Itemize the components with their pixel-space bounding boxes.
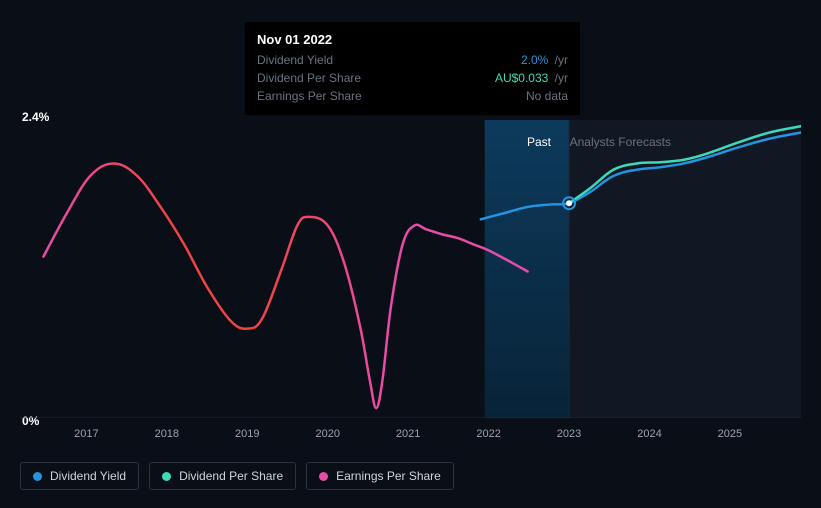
x-axis-tick: 2023 bbox=[557, 428, 581, 440]
chart-container: 2.4% 0% Past Analysts Forecasts 20172018… bbox=[20, 110, 801, 448]
x-axis: 2017 2018 2019 2020 2021 2022 2023 2024 2025 bbox=[20, 428, 801, 448]
x-axis-tick: 2021 bbox=[396, 428, 420, 440]
tooltip-row-value: 2.0% /yr bbox=[521, 53, 568, 67]
tooltip-row-value: AU$0.033 /yr bbox=[495, 71, 568, 85]
tooltip-row-value: No data bbox=[526, 89, 568, 103]
x-axis-tick: 2018 bbox=[155, 428, 179, 440]
past-region-label: Past bbox=[527, 135, 551, 149]
x-axis-tick: 2022 bbox=[476, 428, 500, 440]
forecast-region-label: Analysts Forecasts bbox=[570, 135, 671, 149]
legend-dot-icon bbox=[33, 472, 42, 481]
chart-legend: Dividend Yield Dividend Per Share Earnings… bbox=[20, 462, 454, 490]
x-axis-tick: 2017 bbox=[74, 428, 98, 440]
tooltip-row-label: Dividend Per Share bbox=[257, 71, 361, 85]
x-axis-tick: 2024 bbox=[637, 428, 661, 440]
tooltip-row-label: Dividend Yield bbox=[257, 53, 333, 67]
tooltip-row: Earnings Per Share No data bbox=[257, 87, 568, 105]
chart-tooltip: Nov 01 2022 Dividend Yield2.0% /yrDivide… bbox=[245, 22, 580, 115]
chart-svg bbox=[20, 120, 801, 418]
chart-plot[interactable] bbox=[20, 120, 801, 418]
legend-item[interactable]: Earnings Per Share bbox=[306, 462, 454, 490]
legend-dot-icon bbox=[162, 472, 171, 481]
legend-item-label: Dividend Yield bbox=[50, 469, 126, 483]
x-axis-tick: 2025 bbox=[718, 428, 742, 440]
tooltip-row: Dividend Yield 2.0% /yr bbox=[257, 51, 568, 69]
tooltip-row-label: Earnings Per Share bbox=[257, 89, 362, 103]
legend-dot-icon bbox=[319, 472, 328, 481]
tooltip-date: Nov 01 2022 bbox=[257, 32, 568, 47]
x-axis-tick: 2020 bbox=[315, 428, 339, 440]
legend-item-label: Dividend Per Share bbox=[179, 469, 283, 483]
legend-item-label: Earnings Per Share bbox=[336, 469, 441, 483]
legend-item[interactable]: Dividend Per Share bbox=[149, 462, 296, 490]
x-axis-tick: 2019 bbox=[235, 428, 259, 440]
tooltip-row: Dividend Per Share AU$0.033 /yr bbox=[257, 69, 568, 87]
legend-item[interactable]: Dividend Yield bbox=[20, 462, 139, 490]
